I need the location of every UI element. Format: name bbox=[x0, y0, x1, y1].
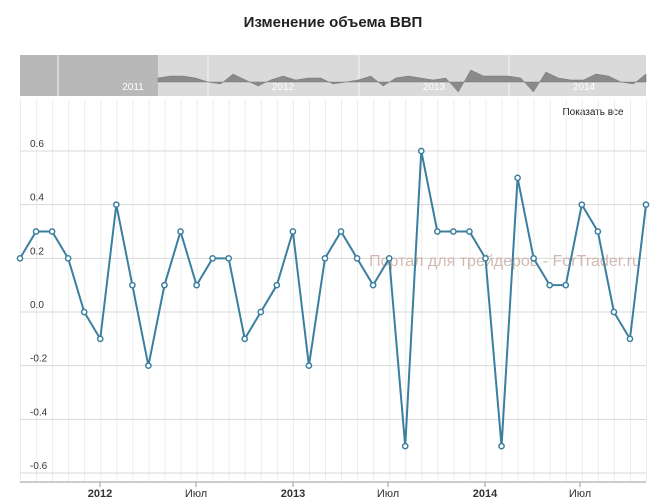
data-point[interactable] bbox=[64, 254, 72, 262]
data-point[interactable] bbox=[177, 228, 184, 235]
data-point[interactable] bbox=[482, 254, 489, 262]
navigator[interactable]: 2011 2012 2013 2014 bbox=[20, 55, 647, 96]
data-point[interactable] bbox=[112, 201, 120, 209]
x-tick-label: 2014 bbox=[473, 488, 498, 500]
y-tick-label: -0.6 bbox=[30, 461, 48, 472]
data-point[interactable] bbox=[289, 228, 297, 235]
navigator-year-label: 2012 bbox=[272, 82, 295, 93]
x-axis-ticks: 2012 Июл 2013 Июл 2014 Июл bbox=[88, 482, 591, 500]
data-point[interactable] bbox=[32, 228, 40, 235]
show-all-button[interactable]: Показать все bbox=[562, 107, 623, 118]
data-point[interactable] bbox=[48, 228, 56, 235]
x-tick-label: 2012 bbox=[88, 488, 112, 500]
data-point[interactable] bbox=[209, 254, 216, 262]
data-point[interactable] bbox=[450, 228, 457, 235]
data-point[interactable] bbox=[241, 335, 249, 343]
data-point[interactable] bbox=[225, 254, 233, 262]
y-tick-label: -0.4 bbox=[30, 407, 48, 418]
data-point[interactable] bbox=[562, 281, 570, 289]
data-point[interactable] bbox=[594, 228, 602, 235]
navigator-series-area bbox=[157, 69, 647, 93]
horizontal-grid bbox=[20, 150, 646, 474]
navigator-year-label: 2011 bbox=[122, 82, 144, 93]
data-point[interactable] bbox=[610, 308, 618, 316]
x-tick-label: Июл bbox=[377, 488, 399, 500]
data-point[interactable] bbox=[642, 201, 650, 209]
y-tick-label: 0.0 bbox=[30, 300, 44, 311]
x-tick-label: 2013 bbox=[281, 488, 305, 500]
data-point[interactable] bbox=[80, 308, 88, 316]
data-point[interactable] bbox=[353, 254, 361, 262]
watermark: Портал для трейдеров - ForTrader.ru bbox=[369, 253, 641, 270]
data-point[interactable] bbox=[96, 335, 104, 343]
data-point[interactable] bbox=[305, 362, 313, 370]
navigator-year-label: 2013 bbox=[423, 82, 446, 93]
data-point[interactable] bbox=[369, 281, 377, 289]
chart-title: Изменение объема ВВП bbox=[244, 14, 423, 31]
data-point[interactable] bbox=[145, 362, 152, 370]
y-tick-label: 0.4 bbox=[30, 193, 44, 204]
x-tick-label: Июл bbox=[185, 488, 207, 500]
navigator-mask-left[interactable] bbox=[20, 55, 158, 96]
data-point[interactable] bbox=[337, 228, 345, 235]
y-tick-label: -0.2 bbox=[30, 354, 48, 365]
navigator-year-label: 2014 bbox=[573, 82, 596, 93]
data-point[interactable] bbox=[321, 254, 329, 262]
y-tick-label: 0.2 bbox=[30, 246, 44, 257]
data-point[interactable] bbox=[498, 442, 505, 450]
data-point[interactable] bbox=[546, 281, 554, 289]
series-points[interactable] bbox=[16, 147, 650, 450]
vertical-grid bbox=[20, 100, 647, 482]
data-point[interactable] bbox=[433, 228, 441, 235]
data-point[interactable] bbox=[466, 228, 473, 235]
data-point[interactable] bbox=[626, 335, 634, 343]
y-axis-ticks: 0.6 0.4 0.2 0.0 -0.2 -0.4 -0.6 bbox=[30, 139, 48, 472]
y-tick-label: 0.6 bbox=[30, 139, 44, 150]
series-line bbox=[19, 150, 647, 447]
data-point[interactable] bbox=[401, 442, 409, 450]
data-point[interactable] bbox=[514, 174, 521, 182]
data-point[interactable] bbox=[257, 308, 265, 316]
data-point[interactable] bbox=[578, 201, 586, 209]
data-point[interactable] bbox=[129, 281, 136, 289]
data-point[interactable] bbox=[16, 254, 24, 262]
data-point[interactable] bbox=[273, 281, 281, 289]
data-point[interactable] bbox=[417, 147, 425, 155]
x-tick-label: Июл bbox=[569, 488, 591, 500]
data-point[interactable] bbox=[193, 281, 200, 289]
data-point[interactable] bbox=[530, 254, 537, 262]
data-point[interactable] bbox=[385, 254, 393, 262]
data-point[interactable] bbox=[161, 281, 168, 289]
